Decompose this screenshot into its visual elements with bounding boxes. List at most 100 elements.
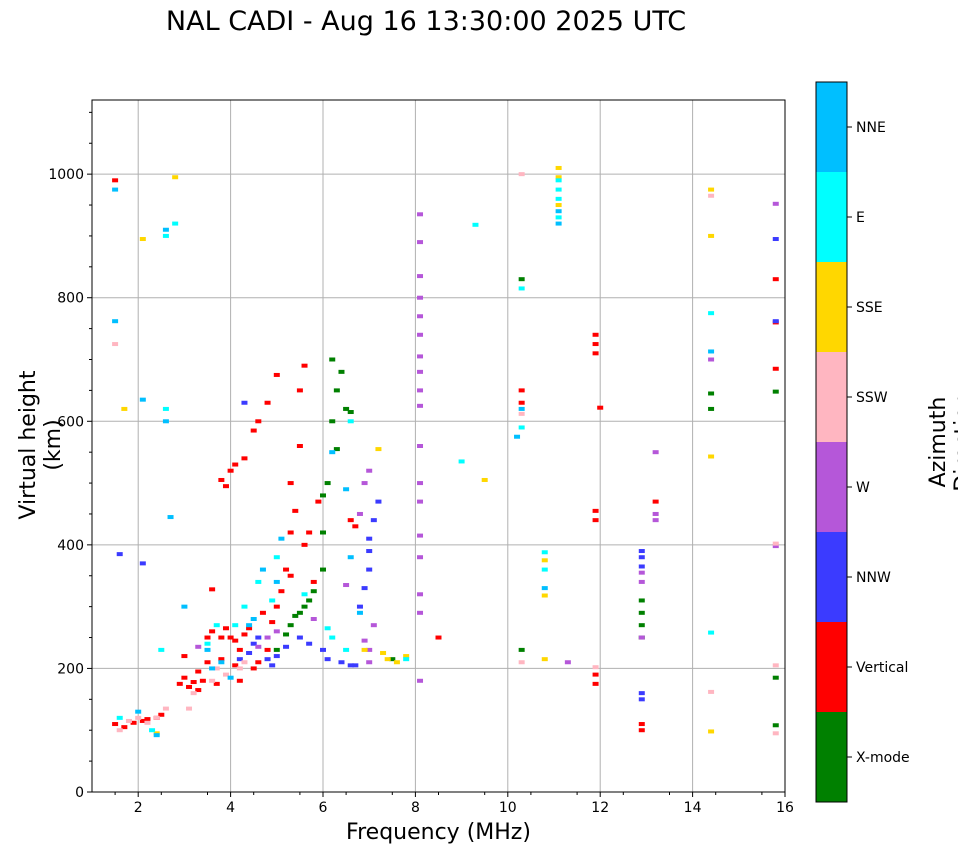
data-point-w xyxy=(366,468,373,473)
data-point-sse xyxy=(708,187,715,192)
data-point-vertical xyxy=(597,405,604,410)
data-point-e xyxy=(403,657,410,662)
data-point-nnw xyxy=(361,586,368,591)
colorbar-frame xyxy=(815,81,848,803)
x-tick-label: 6 xyxy=(319,800,328,816)
data-point-e xyxy=(172,221,179,226)
data-point-ssw xyxy=(135,715,142,720)
data-point-vertical xyxy=(264,400,271,405)
data-point-nne xyxy=(347,555,354,560)
data-point-x-mode xyxy=(772,389,779,394)
data-point-sse xyxy=(361,647,368,652)
data-point-vertical xyxy=(236,647,243,652)
data-point-vertical xyxy=(255,660,262,665)
data-point-nne xyxy=(181,604,188,609)
data-point-e xyxy=(255,579,262,584)
data-point-w xyxy=(273,629,280,634)
data-point-vertical xyxy=(269,620,276,625)
data-point-x-mode xyxy=(708,406,715,411)
data-point-w xyxy=(638,579,645,584)
data-point-vertical xyxy=(652,499,659,504)
data-point-vertical xyxy=(218,635,225,640)
data-point-nne xyxy=(162,419,169,424)
colorbar-tick-label: SSE xyxy=(856,300,883,316)
data-point-vertical xyxy=(218,657,225,662)
data-point-nne xyxy=(218,660,225,665)
data-point-w xyxy=(417,481,424,486)
x-tick-label: 14 xyxy=(684,800,702,816)
data-point-w xyxy=(772,201,779,206)
data-point-e xyxy=(541,550,548,555)
colorbar: X-mode Vertical NNW W SSW SSE E NNE xyxy=(815,81,910,803)
data-point-w xyxy=(343,583,350,588)
data-point-nnw xyxy=(375,499,382,504)
data-point-vertical xyxy=(222,626,229,631)
colorbar-tick-label: X-mode xyxy=(856,750,910,766)
data-point-nnw xyxy=(366,536,373,541)
data-point-w xyxy=(638,635,645,640)
data-point-nne xyxy=(514,434,521,439)
data-point-e xyxy=(347,419,354,424)
data-point-vertical xyxy=(306,530,313,535)
data-point-nne xyxy=(273,579,280,584)
data-point-nnw xyxy=(283,644,290,649)
data-point-vertical xyxy=(181,675,188,680)
data-point-nne xyxy=(555,221,562,226)
data-point-w xyxy=(370,623,377,628)
data-point-vertical xyxy=(352,524,359,529)
data-point-vertical xyxy=(246,626,253,631)
data-point-w xyxy=(195,644,202,649)
data-point-vertical xyxy=(232,462,239,467)
data-point-nne xyxy=(343,487,350,492)
data-point-nnw xyxy=(366,549,373,554)
data-point-nnw xyxy=(356,604,363,609)
y-axis-label: Virtual height (km) xyxy=(16,370,66,520)
data-point-nnw xyxy=(273,654,280,659)
data-point-nne xyxy=(356,610,363,615)
data-point-x-mode xyxy=(329,419,336,424)
y-tick-label: 400 xyxy=(57,538,84,554)
data-point-w xyxy=(417,274,424,279)
colorbar-tick-label: SSW xyxy=(856,390,888,406)
data-point-x-mode xyxy=(347,410,354,415)
data-point-vertical xyxy=(222,484,229,489)
data-point-nnw xyxy=(246,650,253,655)
colorbar-segment xyxy=(816,622,847,712)
data-point-vertical xyxy=(209,587,216,592)
data-point-e xyxy=(458,459,465,464)
data-point-sse xyxy=(708,233,715,238)
data-point-nnw xyxy=(324,657,331,662)
data-point-nnw xyxy=(116,552,123,557)
data-point-vertical xyxy=(278,589,285,594)
data-point-ssw xyxy=(144,720,151,725)
x-tick-label: 16 xyxy=(776,800,794,816)
data-point-sse xyxy=(375,447,382,452)
data-point-x-mode xyxy=(708,391,715,396)
data-point-vertical xyxy=(139,718,146,723)
data-point-w xyxy=(417,240,424,245)
data-point-w xyxy=(772,544,779,549)
data-point-vertical xyxy=(241,456,248,461)
data-point-vertical xyxy=(255,419,262,424)
data-point-vertical xyxy=(195,669,202,674)
data-point-x-mode xyxy=(287,623,294,628)
data-point-w xyxy=(652,511,659,516)
data-point-e xyxy=(213,623,220,628)
data-point-nne xyxy=(541,586,548,591)
data-point-vertical xyxy=(190,680,197,685)
data-point-e xyxy=(158,647,165,652)
data-point-ssw xyxy=(592,665,599,670)
data-point-e xyxy=(149,728,156,733)
x-tick-label: 8 xyxy=(411,800,420,816)
data-point-e xyxy=(329,635,336,640)
data-point-w xyxy=(417,610,424,615)
data-point-x-mode xyxy=(296,610,303,615)
data-point-x-mode xyxy=(343,406,350,411)
data-point-sse xyxy=(555,165,562,170)
data-point-w xyxy=(417,555,424,560)
data-point-nne xyxy=(153,733,160,738)
data-point-vertical xyxy=(250,666,257,671)
data-point-nnw xyxy=(370,518,377,523)
data-point-w xyxy=(356,511,363,516)
